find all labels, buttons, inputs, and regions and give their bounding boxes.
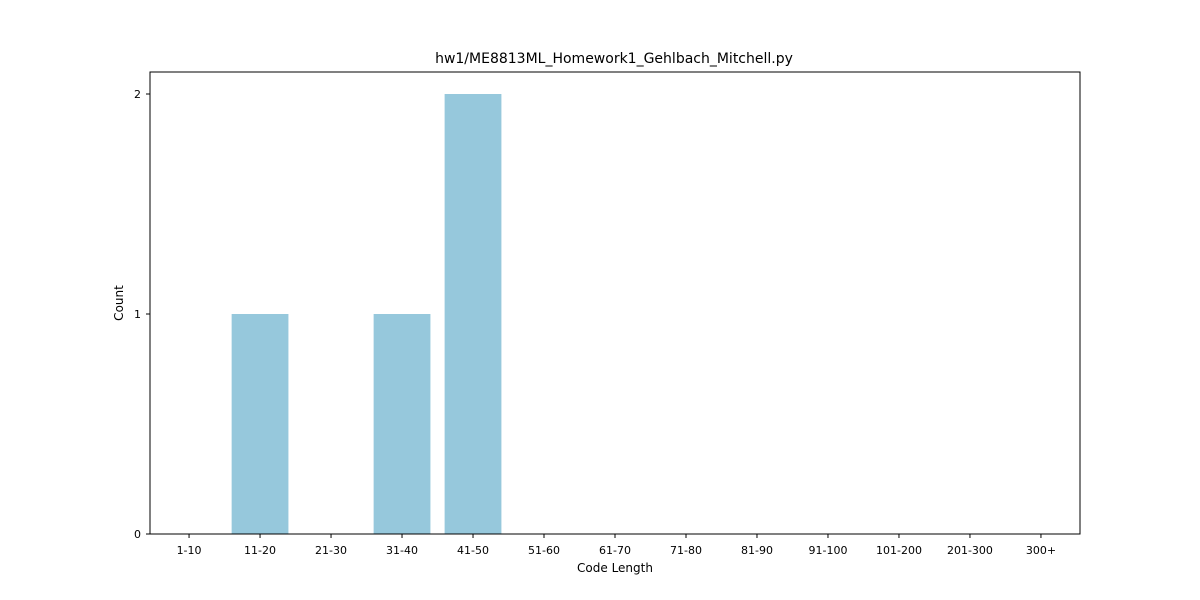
y-axis-label: Count — [112, 285, 126, 321]
x-tick-label: 1-10 — [177, 544, 202, 557]
x-axis-label: Code Length — [577, 561, 653, 575]
x-tick-label: 21-30 — [315, 544, 347, 557]
plot-frame — [149, 71, 1081, 535]
x-tick-label: 101-200 — [876, 544, 922, 557]
y-tick-label: 2 — [134, 88, 141, 101]
bars-layer — [231, 94, 502, 534]
x-tick-label: 71-80 — [670, 544, 702, 557]
x-tick-label: 81-90 — [741, 544, 773, 557]
y-axis: 0 1 2 — [134, 88, 150, 541]
y-tick-label: 1 — [134, 308, 141, 321]
bar-41-50 — [444, 94, 502, 534]
x-tick-label: 201-300 — [947, 544, 993, 557]
x-axis: 1-10 11-20 21-30 31-40 41-50 51-60 61-70 71-80 8… — [177, 534, 1056, 557]
x-tick-label: 300+ — [1026, 544, 1056, 557]
y-tick-label: 0 — [134, 528, 141, 541]
chart-title: hw1/ME8813ML_Homework1_Gehlbach_Mitchell… — [435, 51, 793, 67]
x-tick-label: 31-40 — [386, 544, 418, 557]
x-tick-label: 51-60 — [528, 544, 560, 557]
bar-11-20 — [231, 314, 289, 534]
x-tick-label: 61-70 — [599, 544, 631, 557]
x-tick-label: 41-50 — [457, 544, 489, 557]
x-tick-label: 11-20 — [244, 544, 276, 557]
bar-31-40 — [373, 314, 431, 534]
x-tick-label: 91-100 — [808, 544, 847, 557]
